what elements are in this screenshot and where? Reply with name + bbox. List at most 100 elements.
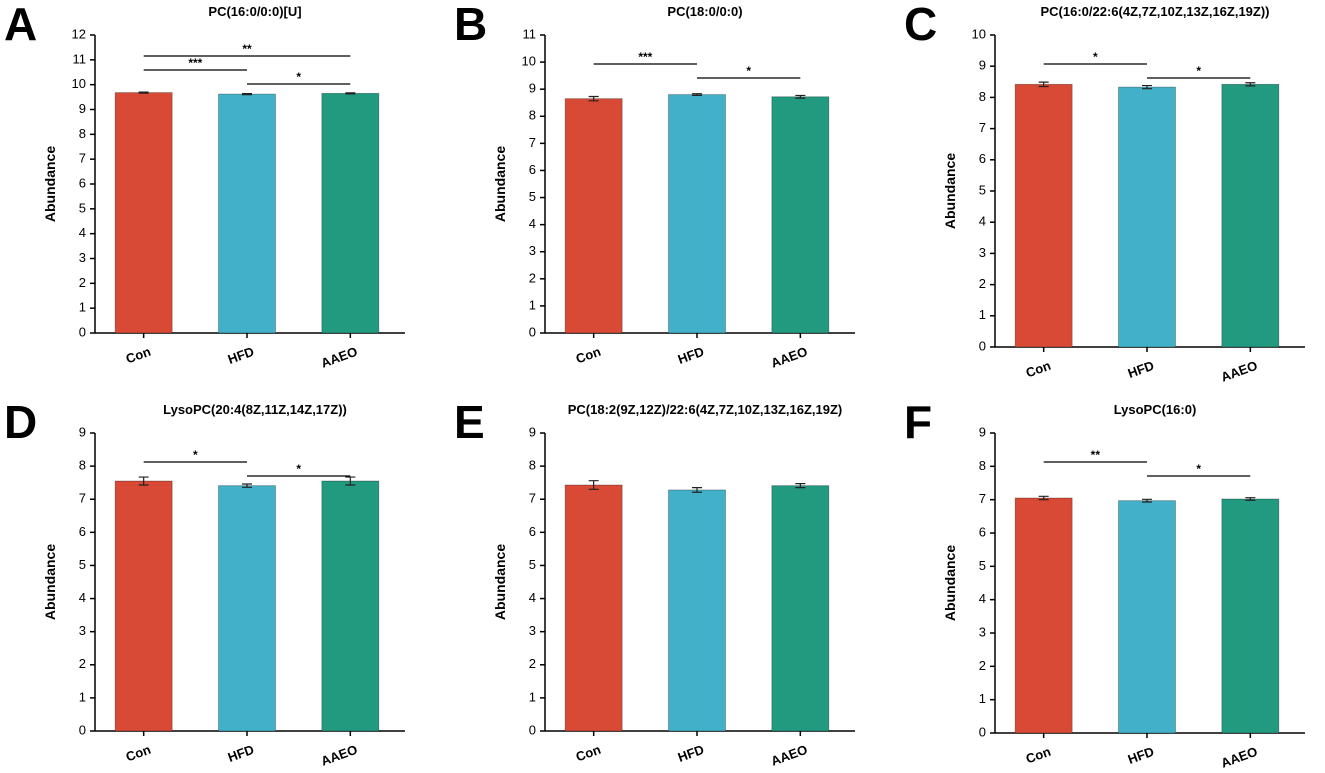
- bar: [564, 98, 623, 334]
- y-tick-label: 2: [979, 658, 986, 673]
- y-tick-label: 2: [529, 656, 536, 671]
- y-tick-label: 5: [79, 557, 86, 572]
- significance-label: ***: [638, 50, 652, 64]
- y-tick-label: 0: [529, 722, 536, 737]
- chart-title: PC(18:0/0:0): [667, 4, 742, 19]
- panel: F LysoPC(16:0) Abundance 0 1 2 3 4 5 6 7 8 9 Con HFD AA…: [904, 396, 1305, 771]
- y-tick-label: 5: [529, 557, 536, 572]
- bar: [1221, 498, 1280, 734]
- panel-letter: E: [454, 396, 485, 448]
- y-tick-label: 3: [529, 243, 536, 258]
- y-tick-label: 7: [79, 151, 86, 166]
- y-tick-label: 4: [79, 590, 86, 605]
- y-tick-label: 1: [79, 300, 86, 315]
- significance-label: **: [242, 42, 252, 56]
- significance-label: *: [1196, 462, 1201, 476]
- chart-title: PC(16:0/0:0)[U]: [208, 4, 301, 19]
- bar: [218, 93, 276, 334]
- error-bar: [242, 93, 252, 96]
- y-tick-label: 4: [529, 216, 536, 231]
- significance-label: *: [193, 448, 198, 462]
- error-bar: [588, 95, 599, 102]
- y-tick-label: 6: [529, 524, 536, 539]
- x-tick-label: Con: [574, 742, 603, 765]
- significance-label: *: [1196, 64, 1201, 78]
- y-tick-label: 1: [979, 307, 986, 322]
- y-tick-label: 7: [529, 135, 536, 150]
- bar: [114, 480, 173, 732]
- x-tick-label: HFD: [676, 344, 706, 367]
- y-tick-label: 7: [79, 491, 86, 506]
- x-tick-label: Con: [124, 344, 153, 367]
- y-axis-label: Abundance: [942, 153, 958, 229]
- panel-letter: D: [4, 396, 37, 448]
- y-tick-label: 2: [979, 276, 986, 291]
- y-tick-label: 10: [522, 54, 536, 69]
- bar: [1014, 83, 1073, 348]
- significance-label: *: [296, 462, 301, 476]
- x-tick-label: Con: [124, 742, 153, 765]
- y-tick-label: 11: [73, 51, 87, 66]
- y-tick-label: 9: [979, 424, 986, 439]
- y-tick-label: 8: [979, 458, 986, 473]
- error-bar: [345, 476, 356, 486]
- y-tick-label: 5: [79, 200, 86, 215]
- y-tick-label: 9: [529, 424, 536, 439]
- y-tick-label: 6: [979, 524, 986, 539]
- bar: [1221, 83, 1280, 348]
- x-tick-label: Con: [1024, 744, 1053, 767]
- y-tick-label: 3: [79, 250, 86, 265]
- y-tick-label: 8: [979, 89, 986, 104]
- significance-label: *: [746, 64, 751, 78]
- y-tick-label: 4: [79, 225, 86, 240]
- y-tick-label: 10: [72, 76, 86, 91]
- bar: [1014, 497, 1073, 734]
- error-bar: [692, 487, 702, 493]
- y-tick-label: 7: [529, 491, 536, 506]
- y-tick-label: 8: [529, 108, 536, 123]
- bar: [1118, 86, 1176, 348]
- x-tick-label: HFD: [226, 344, 256, 367]
- y-tick-label: 5: [979, 182, 986, 197]
- x-tick-label: AAEO: [769, 344, 809, 371]
- y-tick-label: 10: [972, 26, 986, 41]
- x-tick-label: Con: [574, 344, 603, 367]
- significance-label: **: [1091, 448, 1101, 462]
- x-tick-label: Con: [1024, 358, 1053, 381]
- y-tick-label: 6: [979, 151, 986, 166]
- error-bar: [138, 476, 149, 486]
- panel: E PC(18:2(9Z,12Z)/22:6(4Z,7Z,10Z,13Z,16Z,…: [454, 396, 855, 769]
- y-tick-label: 0: [529, 324, 536, 339]
- y-tick-label: 7: [979, 120, 986, 135]
- panel-letter: C: [904, 0, 937, 50]
- bar: [668, 94, 726, 334]
- error-bar: [1142, 498, 1152, 503]
- bar: [1118, 500, 1176, 734]
- error-bar: [1038, 495, 1049, 501]
- y-tick-label: 7: [979, 491, 986, 506]
- chart-title: PC(16:0/22:6(4Z,7Z,10Z,13Z,16Z,19Z)): [1040, 4, 1269, 19]
- y-axis-label: Abundance: [42, 544, 58, 620]
- y-tick-label: 6: [79, 175, 86, 190]
- y-tick-label: 5: [529, 189, 536, 204]
- x-tick-label: HFD: [226, 742, 256, 765]
- bar: [321, 92, 380, 334]
- bar: [771, 485, 830, 732]
- bar: [771, 96, 830, 334]
- y-tick-label: 1: [529, 689, 536, 704]
- y-tick-label: 3: [529, 623, 536, 638]
- y-tick-label: 2: [79, 656, 86, 671]
- chart-title: PC(18:2(9Z,12Z)/22:6(4Z,7Z,10Z,13Z,16Z,1…: [568, 402, 843, 417]
- y-tick-label: 3: [979, 624, 986, 639]
- y-axis-label: Abundance: [942, 545, 958, 621]
- bar: [668, 489, 726, 732]
- x-tick-label: AAEO: [769, 742, 809, 769]
- x-tick-label: AAEO: [319, 742, 359, 769]
- panel-letter: F: [904, 396, 932, 448]
- significance-label: *: [296, 70, 301, 84]
- y-tick-label: 4: [979, 214, 986, 229]
- panel-letter: B: [454, 0, 487, 50]
- y-tick-label: 6: [79, 524, 86, 539]
- y-tick-label: 0: [79, 722, 86, 737]
- y-tick-label: 0: [79, 324, 86, 339]
